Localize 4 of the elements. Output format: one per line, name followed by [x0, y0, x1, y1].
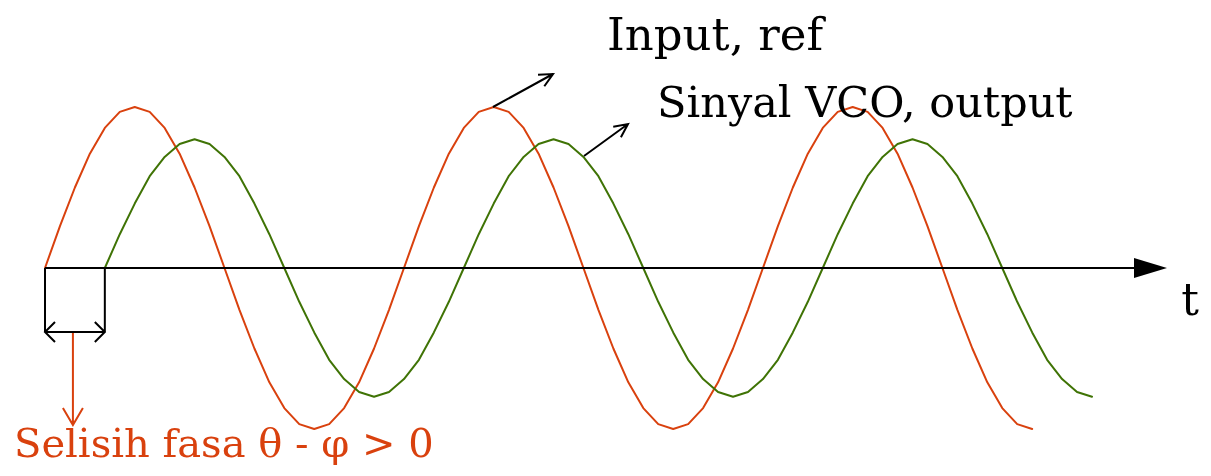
series-label: Sinyal VCO, output — [657, 77, 1073, 127]
x-axis-title: t — [1181, 274, 1200, 325]
annotation: Selisih fasa θ - φ > 0 — [14, 420, 434, 466]
series-label: Input, ref — [607, 8, 827, 61]
